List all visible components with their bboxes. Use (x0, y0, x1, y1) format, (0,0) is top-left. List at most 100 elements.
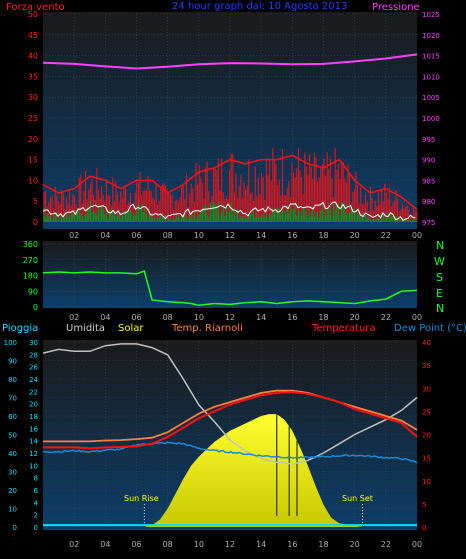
direction-ytick-270: 270 (23, 256, 38, 265)
pressure-ytick-1015: 1015 (422, 53, 440, 61)
main-xtick-22: 22 (381, 540, 391, 549)
temp-ytick-0: 0 (422, 524, 426, 532)
wind-xtick-14: 14 (256, 231, 266, 240)
rain-ytick-100: 100 (4, 339, 17, 347)
compass-n-bottom: N (436, 302, 444, 315)
wind-xtick-12: 12 (225, 231, 235, 240)
rain-ytick-10: 10 (8, 506, 17, 514)
temp-ytick-10: 10 (422, 478, 431, 486)
humidity-ytick-18: 18 (29, 413, 38, 421)
humidity-ytick-4: 4 (34, 499, 39, 507)
main-xtick-14: 14 (256, 540, 266, 549)
direction-xtick-14: 14 (256, 313, 266, 322)
rain-ytick-30: 30 (8, 469, 17, 477)
wind-xtick-20: 20 (350, 231, 360, 240)
direction-ytick-90: 90 (28, 287, 38, 296)
humidity-ytick-26: 26 (29, 364, 38, 372)
chart-title: 24 hour graph dal: 10 Agosto 2013 (172, 1, 347, 12)
direction-xtick-16: 16 (287, 313, 297, 322)
compass-e: E (436, 287, 443, 300)
pressure-ytick-1000: 1000 (422, 115, 440, 123)
temp-ytick-15: 15 (422, 455, 431, 463)
humidity-ytick-30: 30 (29, 339, 38, 347)
wind-ytick-15: 15 (28, 156, 38, 165)
wind-xtick-08: 08 (163, 231, 173, 240)
wind-xtick-22: 22 (381, 231, 391, 240)
humidity-ytick-12: 12 (29, 450, 38, 458)
wind-ytick-5: 5 (33, 197, 38, 206)
rain-ytick-40: 40 (8, 450, 17, 458)
riarnoli-line (43, 389, 418, 443)
wind-xtick-10: 10 (194, 231, 204, 240)
direction-xtick-18: 18 (318, 313, 328, 322)
main-xtick-16: 16 (287, 540, 297, 549)
wind-xtick-16: 16 (287, 231, 297, 240)
sunset-label: Sun Set (342, 494, 373, 503)
pressure-label: Pressione (372, 2, 420, 13)
main-xtick-08: 08 (163, 540, 173, 549)
direction-xtick-06: 06 (131, 313, 141, 322)
wind-ytick-20: 20 (28, 135, 38, 144)
pressure-ytick-1020: 1020 (422, 32, 440, 40)
humidity-ytick-16: 16 (29, 425, 38, 433)
wind-xtick-02: 02 (69, 231, 79, 240)
wind-ytick-10: 10 (28, 176, 38, 185)
wind-ytick-25: 25 (28, 114, 38, 123)
wind-ytick-35: 35 (28, 72, 38, 81)
chart-dynamic-layer: 0510152025303540455097598098599099510001… (4, 10, 440, 549)
dewpoint-line (42, 441, 418, 464)
humidity-line (42, 343, 418, 465)
direction-xtick-02: 02 (69, 313, 79, 322)
rain-ytick-70: 70 (8, 395, 17, 403)
compass-s: S (436, 271, 443, 284)
rain-ytick-0: 0 (13, 524, 17, 532)
temp-ytick-30: 30 (422, 385, 431, 393)
humidity-ytick-14: 14 (29, 438, 38, 446)
humidity-ytick-24: 24 (29, 376, 38, 384)
direction-ytick-180: 180 (23, 272, 38, 281)
pressure-ytick-990: 990 (422, 157, 435, 165)
wind-ytick-30: 30 (28, 93, 38, 102)
temp-ytick-35: 35 (422, 362, 431, 370)
wind-ytick-45: 45 (28, 31, 38, 40)
dewpoint-label: Dew Point (°C) (394, 323, 466, 334)
rain-ytick-60: 60 (8, 413, 17, 421)
wind-xtick-06: 06 (131, 231, 141, 240)
rain-ytick-50: 50 (8, 432, 17, 440)
temperature-line (43, 390, 418, 450)
pressure-ytick-1025: 1025 (422, 11, 440, 19)
humidity-ytick-28: 28 (29, 351, 38, 359)
direction-xtick-22: 22 (381, 313, 391, 322)
pressure-ytick-980: 980 (422, 198, 435, 206)
pressure-ytick-975: 975 (422, 219, 435, 227)
wind-label: Forza vento (6, 2, 65, 13)
humidity-ytick-6: 6 (34, 487, 39, 495)
main-xtick-10: 10 (194, 540, 204, 549)
pressure-line (42, 53, 418, 70)
wind-xtick-04: 04 (100, 231, 110, 240)
direction-xtick-08: 08 (163, 313, 173, 322)
main-xtick-02: 02 (69, 540, 79, 549)
temp-ytick-25: 25 (422, 408, 431, 416)
pressure-ytick-1010: 1010 (422, 73, 440, 81)
humidity-ytick-20: 20 (29, 401, 38, 409)
main-xtick-00: 00 (412, 540, 422, 549)
direction-xtick-12: 12 (225, 313, 235, 322)
solar-area (43, 414, 417, 527)
main-xtick-18: 18 (318, 540, 328, 549)
direction-xtick-10: 10 (194, 313, 204, 322)
humidity-label: Umidita (66, 323, 105, 334)
riarnoli-label: Temp. Riarnoli (171, 323, 243, 334)
direction-line (42, 270, 418, 307)
wind-ytick-50: 50 (28, 10, 38, 19)
temp-ytick-5: 5 (422, 501, 426, 509)
temperature-label: Temperatura (311, 323, 376, 334)
humidity-ytick-2: 2 (34, 512, 38, 520)
compass-w: W (434, 255, 445, 268)
main-xtick-20: 20 (350, 540, 360, 549)
main-xtick-12: 12 (225, 540, 235, 549)
direction-xtick-00: 00 (412, 313, 422, 322)
sunrise-label: Sun Rise (124, 494, 159, 503)
